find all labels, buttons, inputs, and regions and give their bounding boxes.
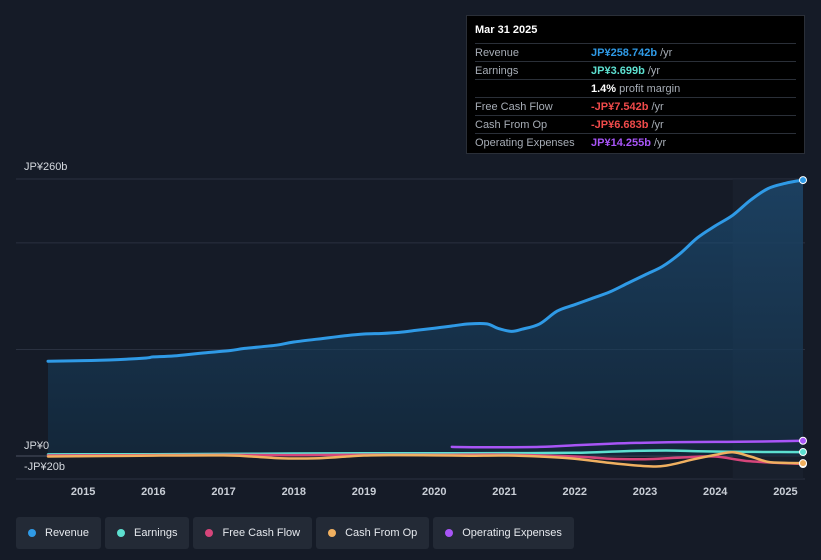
- revenue-area: [48, 180, 803, 456]
- series-endpoints: [799, 176, 807, 468]
- x-tick-label: 2020: [422, 486, 446, 498]
- tooltip-row-label: Earnings: [475, 64, 519, 77]
- legend-label: Revenue: [45, 527, 90, 539]
- tooltip-row-value: JP¥3.699b: [591, 64, 645, 77]
- tooltip-row-unit: /yr: [660, 46, 673, 59]
- tooltip-row-value: -JP¥6.683b: [591, 118, 649, 131]
- tooltip-row-unit: /yr: [651, 118, 664, 131]
- x-tick-label: 2025: [773, 486, 797, 498]
- legend-dot-icon: [117, 529, 126, 537]
- legend-label: Earnings: [134, 527, 178, 539]
- cash-from-op-line: [46, 451, 805, 468]
- y-axis-label-bottom: -JP¥20b: [24, 461, 65, 473]
- tooltip-row-value: JP¥258.742b: [591, 46, 658, 59]
- revenue-endpoint: [799, 176, 807, 185]
- legend-dot-icon: [445, 529, 454, 537]
- series-lines: [46, 178, 805, 468]
- tooltip-row-unit: /yr: [653, 136, 667, 149]
- x-tick-label: 2018: [282, 486, 306, 498]
- tooltip-row-value: 1.4%: [591, 82, 617, 95]
- series-areas: [48, 180, 803, 456]
- x-tick-label: 2019: [352, 486, 376, 498]
- x-axis-ticks: 2015 2016 2017 2018 2019 2020 2021 2022 2023 2024…: [71, 486, 798, 498]
- x-tick-label: 2016: [141, 486, 165, 498]
- tooltip-date: Mar 31 2025: [475, 24, 538, 36]
- x-tick-label: 2015: [71, 486, 95, 498]
- legend-item-free-cash-flow[interactable]: Free Cash Flow: [193, 517, 313, 549]
- legend-item-revenue[interactable]: Revenue: [16, 517, 102, 549]
- y-axis-label-zero: JP¥0: [24, 440, 49, 452]
- legend-item-cash-from-op[interactable]: Cash From Op: [316, 517, 430, 549]
- x-tick-label: 2024: [703, 486, 728, 498]
- tooltip-row-unit: profit margin: [619, 82, 681, 95]
- tooltip-rows: Revenue JP¥258.742b/yr Earnings JP¥3.699b/y…: [475, 43, 796, 151]
- tooltip-row: Earnings JP¥3.699b/yr: [475, 61, 796, 79]
- tooltip-row-unit: /yr: [647, 64, 661, 77]
- legend: Revenue Earnings Free Cash Flow Cash From O…: [16, 517, 574, 549]
- legend-dot-icon: [28, 529, 36, 537]
- cash-from-op-endpoint: [799, 459, 807, 468]
- operating-expenses-endpoint: [799, 436, 807, 445]
- x-tick-label: 2017: [211, 486, 235, 498]
- tooltip-row: Cash From Op -JP¥6.683b/yr: [475, 115, 796, 133]
- tooltip-row: 1.4% profit margin: [475, 79, 796, 97]
- y-axis-label-top: JP¥260b: [24, 161, 67, 173]
- legend-dot-icon: [205, 529, 214, 537]
- x-tick-label: 2021: [492, 486, 516, 498]
- tooltip-panel: Mar 31 2025 Revenue JP¥258.742b/yr Earning…: [466, 15, 805, 154]
- x-tick-label: 2023: [633, 486, 657, 498]
- x-tick-label: 2022: [563, 486, 587, 498]
- legend-label: Operating Expenses: [462, 527, 562, 539]
- tooltip-row: Free Cash Flow -JP¥7.542b/yr: [475, 97, 796, 115]
- legend-dot-icon: [328, 529, 337, 537]
- tooltip-row-value: -JP¥7.542b: [591, 100, 649, 113]
- tooltip-row-value: JP¥14.255b: [591, 136, 651, 149]
- tooltip-row-label: Revenue: [475, 46, 520, 59]
- earnings-endpoint: [799, 448, 807, 457]
- tooltip-row: Operating Expenses JP¥14.255b/yr: [475, 133, 796, 151]
- legend-label: Cash From Op: [345, 527, 418, 539]
- revenue-line: [46, 178, 805, 363]
- tooltip-row-label: Operating Expenses: [475, 136, 575, 149]
- tooltip-row-label: Cash From Op: [475, 118, 548, 131]
- operating-expenses-line: [450, 439, 805, 449]
- tooltip-row: Revenue JP¥258.742b/yr: [475, 43, 796, 61]
- legend-item-earnings[interactable]: Earnings: [105, 517, 190, 549]
- legend-label: Free Cash Flow: [222, 527, 301, 539]
- tooltip-row-unit: /yr: [651, 100, 664, 113]
- tooltip-row-label: Free Cash Flow: [475, 100, 553, 113]
- legend-item-operating-expenses[interactable]: Operating Expenses: [433, 517, 574, 549]
